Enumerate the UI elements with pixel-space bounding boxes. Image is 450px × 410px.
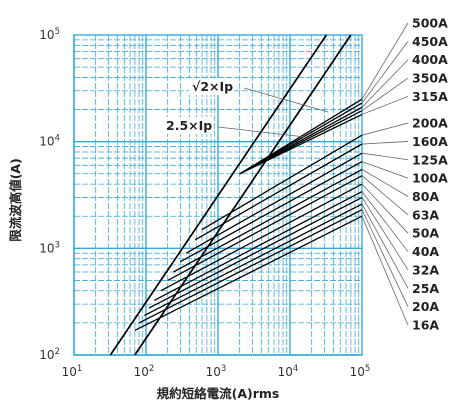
series-line-200a	[201, 134, 363, 231]
rating-label-63a: 63A	[412, 207, 439, 222]
y-axis-label: 限流波高値(A)	[8, 158, 23, 242]
reference-line-2-5-ip	[109, 34, 328, 356]
reference-line-labels: √2×Ip 2.5×Ip	[163, 78, 329, 138]
rating-curves	[134, 98, 363, 331]
leader-line-100a	[361, 161, 409, 179]
y-tick-label: 102	[39, 347, 60, 362]
series-line-20a	[138, 209, 363, 324]
plot-border	[73, 34, 363, 356]
rating-label-20a: 20A	[412, 299, 439, 314]
leader-line-315a	[361, 96, 409, 115]
series-line-315a	[239, 113, 363, 175]
reference-label-2-ip: √2×Ip	[192, 79, 233, 94]
rating-label-40a: 40A	[412, 244, 439, 259]
series-line-32a	[148, 196, 363, 309]
y-tick-label: 103	[39, 240, 60, 255]
series-line-16a	[134, 215, 363, 331]
rating-label-50a: 50A	[412, 226, 439, 241]
y-tick-labels: 102 103 104 105	[39, 27, 60, 362]
leader-line-80a	[361, 169, 409, 197]
series-line-100a	[180, 161, 363, 263]
leader-line-16a	[361, 216, 409, 326]
x-tick-label: 104	[278, 364, 299, 379]
rating-label-16a: 16A	[412, 318, 439, 333]
rating-label-100a: 100A	[412, 171, 448, 186]
rating-label-125a: 125A	[412, 152, 448, 167]
rating-label-315a: 315A	[412, 89, 448, 104]
leader-line-200a	[361, 122, 409, 136]
x-tick-label: 102	[134, 364, 155, 379]
rating-label-25a: 25A	[412, 281, 439, 296]
leader-line-350a	[361, 77, 409, 112]
series-line-80a	[173, 168, 363, 273]
rating-label-200a: 200A	[412, 116, 448, 131]
rating-label-350a: 350A	[412, 71, 448, 86]
series-line-40a	[153, 191, 363, 301]
reference-leader-2-5-ip	[217, 126, 306, 138]
leader-line-40a	[361, 191, 409, 252]
x-tick-label: 101	[62, 364, 83, 379]
leader-line-32a	[361, 197, 409, 271]
leader-line-450a	[361, 41, 409, 104]
rating-label-400a: 400A	[412, 52, 448, 67]
series-line-63a	[167, 175, 363, 281]
series-line-50a	[160, 183, 363, 292]
series-line-25a	[144, 203, 363, 316]
rating-label-32a: 32A	[412, 262, 439, 277]
leader-line-63a	[361, 175, 409, 216]
y-tick-label: 104	[39, 134, 60, 149]
leader-line-50a	[361, 183, 409, 234]
y-tick-label: 105	[39, 27, 60, 42]
leader-line-125a	[361, 152, 409, 161]
x-axis-label: 規約短絡電流(A)rms	[157, 386, 280, 401]
leader-line-500a	[361, 22, 409, 100]
rating-label-80a: 80A	[412, 189, 439, 204]
reference-leader-2-ip	[243, 87, 329, 113]
rating-label-160a: 160A	[412, 134, 448, 149]
leader-line-160a	[361, 141, 409, 145]
reference-lines	[109, 34, 352, 356]
leader-line-25a	[361, 203, 409, 289]
rating-label-500a: 500A	[412, 16, 448, 31]
rating-label-450a: 450A	[412, 34, 448, 49]
leader-line-20a	[361, 209, 409, 307]
reference-line-2-ip	[134, 34, 352, 356]
reference-label-bg	[163, 117, 214, 134]
leader-line-400a	[361, 59, 409, 108]
leader-lines	[361, 22, 409, 326]
x-tick-labels: 101 102 103 104 105	[62, 364, 371, 379]
x-tick-label: 103	[206, 364, 227, 379]
reference-label-2-5-ip: 2.5×Ip	[166, 118, 212, 133]
x-tick-label: 105	[350, 364, 371, 379]
reference-label-bg	[189, 78, 232, 95]
rating-labels: 500A 450A 400A 350A 315A 200A 160A 125A 100A 80A 6…	[412, 16, 448, 333]
